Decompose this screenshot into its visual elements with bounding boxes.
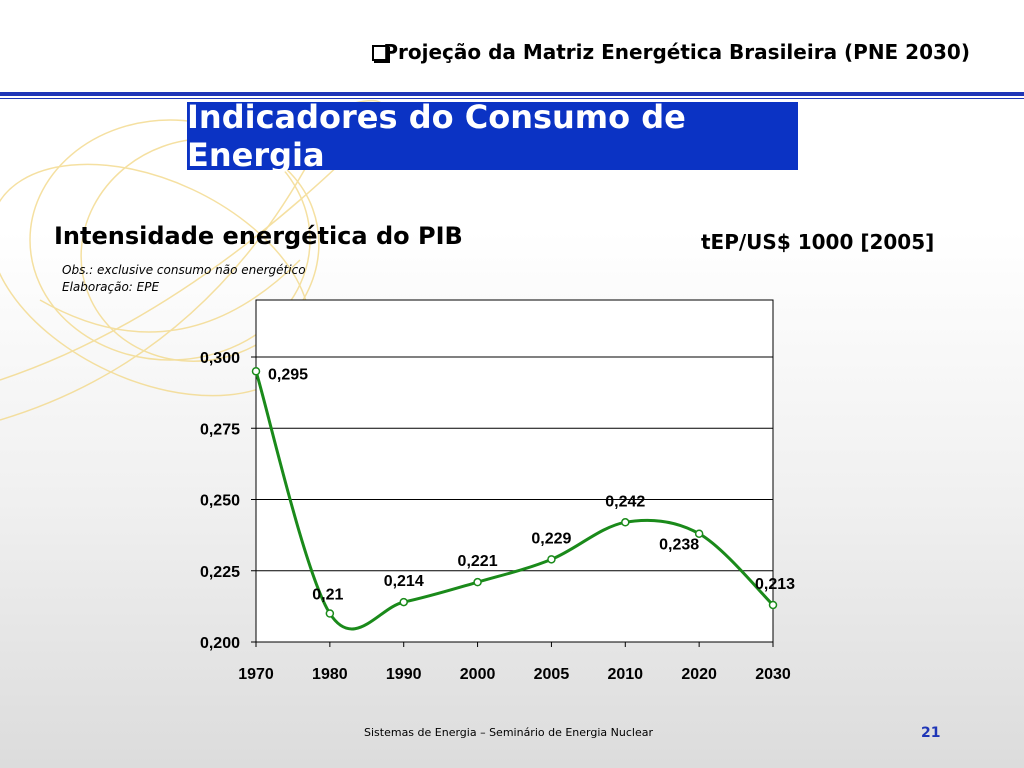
data-point xyxy=(547,555,556,564)
data-label: 0,242 xyxy=(605,493,645,510)
banner-title: Indicadores do Consumo de Energia xyxy=(187,98,686,174)
data-label: 0,214 xyxy=(384,573,424,590)
y-tick-label: 0,275 xyxy=(200,421,240,438)
data-point xyxy=(621,518,630,527)
data-label: 0,229 xyxy=(531,530,571,547)
series-line xyxy=(254,370,775,631)
header-divider xyxy=(0,92,1024,96)
unit-label: tEP/US$ 1000 [2005] xyxy=(701,230,935,254)
data-label: 0,221 xyxy=(458,553,498,570)
x-tick-label: 1970 xyxy=(238,666,274,683)
data-label: 0,21 xyxy=(312,587,343,604)
data-point xyxy=(768,600,778,610)
x-tick-label: 2010 xyxy=(607,666,643,683)
y-tick-label: 0,250 xyxy=(200,493,240,510)
data-label: 0,238 xyxy=(659,537,699,554)
data-point xyxy=(473,577,482,587)
data-point xyxy=(399,597,408,607)
x-tick-label: 2000 xyxy=(460,666,496,683)
data-point xyxy=(325,609,335,618)
x-tick-label: 1990 xyxy=(386,666,422,683)
data-point xyxy=(251,367,261,376)
x-tick-label: 1980 xyxy=(312,666,348,683)
chart-source-note: Elaboração: EPE xyxy=(62,280,160,294)
footer-text: Sistemas de Energia – Seminário de Energ… xyxy=(364,726,653,739)
slide-banner: Indicadores do Consumo de Energia xyxy=(187,98,798,174)
chart-note: Obs.: exclusive consumo não energético xyxy=(62,263,306,277)
checkbox-bullet-icon xyxy=(372,45,388,61)
header-divider-thin xyxy=(0,98,1024,99)
x-tick-label: 2030 xyxy=(755,666,791,683)
page-number: 21 xyxy=(921,725,941,741)
chart-title: Intensidade energética do PIB xyxy=(54,222,463,250)
header-title: Projeção da Matriz Energética Brasileira… xyxy=(383,40,970,64)
data-label: 0,213 xyxy=(755,576,795,593)
y-tick-label: 0,200 xyxy=(200,635,240,652)
data-point xyxy=(694,529,704,538)
data-label: 0,295 xyxy=(268,366,308,383)
y-tick-label: 0,300 xyxy=(200,350,240,367)
x-tick-label: 2020 xyxy=(681,666,717,683)
x-tick-label: 2005 xyxy=(534,666,570,683)
y-tick-label: 0,225 xyxy=(200,564,240,581)
